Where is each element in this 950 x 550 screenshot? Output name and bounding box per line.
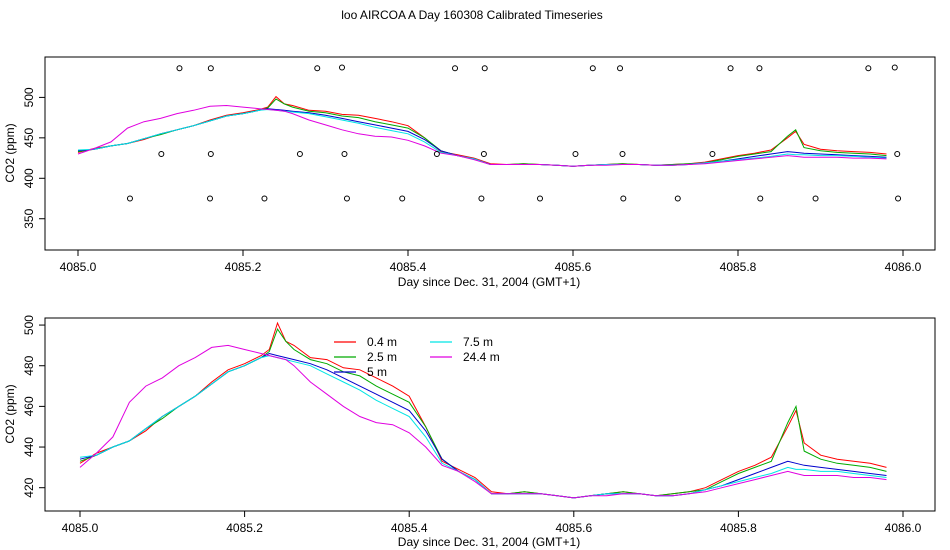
marker-point xyxy=(158,151,165,158)
marker-point xyxy=(296,151,303,158)
bot-x-tick-label: 4085.0 xyxy=(62,521,99,535)
marker-point xyxy=(433,151,440,158)
marker-point xyxy=(207,151,214,158)
marker-point xyxy=(481,65,488,72)
legend-label-7p5m: 7.5 m xyxy=(463,335,493,349)
bottom-y-axis-label: CO2 (ppm) xyxy=(3,384,17,443)
top-series-line-24p4m xyxy=(77,104,887,167)
top-markers xyxy=(126,64,902,202)
bot-x-tick-label: 4085.6 xyxy=(555,521,592,535)
top-y-axis: 350 400 450 500 xyxy=(22,87,45,229)
top-x-axis-label: Day since Dec. 31, 2004 (GMT+1) xyxy=(398,275,580,289)
bot-series-line-5m xyxy=(79,352,887,499)
marker-point xyxy=(399,195,406,202)
bot-series-line-7p5m xyxy=(79,355,887,499)
marker-point xyxy=(895,195,902,202)
marker-point xyxy=(207,65,214,72)
top-x-axis: 4085.0 4085.2 4085.4 4085.6 4085.8 4086.0 xyxy=(60,250,922,274)
marker-point xyxy=(756,65,763,72)
bottom-x-axis-label: Day since Dec. 31, 2004 (GMT+1) xyxy=(398,535,580,549)
bottom-plot-frame xyxy=(44,317,936,512)
bottom-panel: 4085.0 4085.2 4085.4 4085.6 4085.8 4086.0 420… xyxy=(3,315,936,549)
legend-label-2p5m: 2.5 m xyxy=(367,350,397,364)
marker-point xyxy=(339,64,345,71)
marker-point xyxy=(617,65,624,72)
top-x-tick-label: 4085.6 xyxy=(555,260,592,274)
bot-series-line-0p4m xyxy=(79,321,887,499)
marker-point xyxy=(207,195,213,202)
marker-point xyxy=(891,64,898,71)
bot-series-line-24p4m xyxy=(79,344,887,499)
bottom-x-axis: 4085.0 4085.2 4085.4 4085.6 4085.8 4086.0 xyxy=(62,511,922,535)
marker-point xyxy=(894,151,901,158)
legend-label-24p4m: 24.4 m xyxy=(463,350,500,364)
marker-point xyxy=(343,195,350,202)
marker-point xyxy=(478,195,485,202)
legend: 0.4 m2.5 m5 m 7.5 m24.4 m xyxy=(334,335,500,379)
top-y-tick-label: 500 xyxy=(22,87,36,107)
top-y-tick-label: 400 xyxy=(22,168,36,188)
marker-point xyxy=(480,151,487,158)
bot-y-tick-label: 460 xyxy=(22,396,36,416)
top-plot-frame xyxy=(44,56,936,251)
top-y-tick-label: 450 xyxy=(22,128,36,148)
bot-x-tick-label: 4085.4 xyxy=(391,521,428,535)
bottom-y-axis: 420 440 460 480 500 xyxy=(22,315,45,498)
marker-point xyxy=(620,195,627,202)
top-x-tick-label: 4085.4 xyxy=(390,260,427,274)
bot-y-tick-label: 500 xyxy=(22,315,36,335)
top-x-tick-label: 4085.0 xyxy=(60,260,97,274)
bot-y-tick-label: 480 xyxy=(22,355,36,375)
top-series-line-0p4m xyxy=(77,95,887,167)
marker-point xyxy=(619,151,626,158)
marker-point xyxy=(452,65,459,72)
bot-x-tick-label: 4086.0 xyxy=(885,521,922,535)
marker-point xyxy=(865,65,872,72)
top-y-axis-label: CO2 (ppm) xyxy=(3,123,17,182)
bot-y-tick-label: 420 xyxy=(22,477,36,497)
bot-x-tick-label: 4085.8 xyxy=(720,521,757,535)
marker-point xyxy=(757,195,764,202)
top-x-tick-label: 4086.0 xyxy=(885,260,922,274)
marker-point xyxy=(126,195,133,202)
marker-point xyxy=(176,65,183,72)
bot-x-tick-label: 4085.2 xyxy=(226,521,263,535)
marker-point xyxy=(812,195,819,202)
marker-point xyxy=(314,65,321,72)
marker-point xyxy=(674,195,681,202)
top-y-tick-label: 350 xyxy=(22,208,36,228)
marker-point xyxy=(572,151,579,158)
marker-point xyxy=(589,65,596,72)
top-series-line-7p5m xyxy=(77,108,887,167)
top-panel: 4085.0 4085.2 4085.4 4085.6 4085.8 4086.0 350… xyxy=(3,56,936,289)
bottom-series-lines xyxy=(79,321,887,499)
marker-point xyxy=(537,195,543,202)
legend-label-5m: 5 m xyxy=(367,365,387,379)
top-x-tick-label: 4085.2 xyxy=(225,260,262,274)
marker-point xyxy=(727,65,734,72)
figure-title: loo AIRCOA A Day 160308 Calibrated Times… xyxy=(341,8,602,22)
top-series-lines xyxy=(77,95,887,167)
marker-point xyxy=(341,151,348,158)
legend-label-0p4m: 0.4 m xyxy=(367,335,397,349)
top-x-tick-label: 4085.8 xyxy=(720,260,757,274)
marker-point xyxy=(709,151,716,158)
bot-y-tick-label: 440 xyxy=(22,437,36,457)
marker-point xyxy=(261,195,268,202)
